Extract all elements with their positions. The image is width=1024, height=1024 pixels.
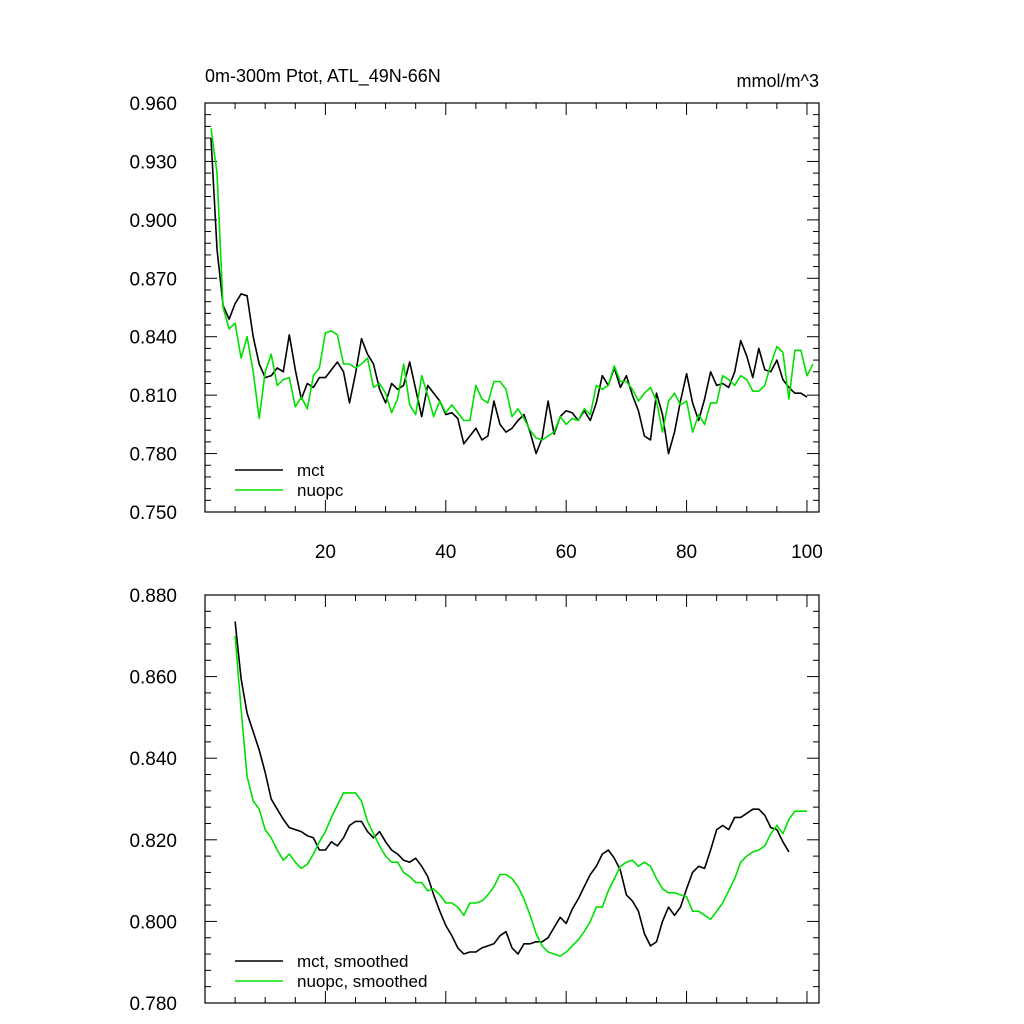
- y-tick-label: 0.800: [129, 912, 177, 933]
- y-tick-label: 0.860: [129, 668, 177, 689]
- legend-label: nuopc: [297, 481, 344, 500]
- plot-frame: [204, 594, 820, 1004]
- y-tick-label: 0.930: [129, 152, 177, 173]
- series-line-mct: [210, 138, 808, 455]
- y-tick-label: 0.870: [129, 269, 177, 290]
- y-tick-label: 0.820: [129, 831, 177, 852]
- y-tick-label: 0.780: [129, 445, 177, 466]
- y-tick-label: 0.900: [129, 211, 177, 232]
- top-chart-panel: 0.750 0.780 0.810 0.840 0.870 0.900 0.930 0.960…: [129, 66, 822, 563]
- x-tick-label: 20: [315, 542, 336, 563]
- x-tick-label: 80: [676, 542, 697, 563]
- x-tick-label: 100: [791, 542, 823, 563]
- y-tick-label: 0.840: [129, 749, 177, 770]
- x-tick-label: 40: [435, 542, 456, 563]
- series-line-mct-smoothed: [234, 621, 790, 955]
- y-tick-label: 0.840: [129, 328, 177, 349]
- chart-title: 0m-300m Ptot, ATL_49N-66N: [205, 66, 441, 87]
- legend-label: mct: [297, 461, 325, 480]
- y-tick-label: 0.810: [129, 386, 177, 407]
- series-line-nuopc-smoothed: [234, 635, 807, 957]
- y-tick-label: 0.880: [129, 586, 177, 607]
- legend-label: nuopc, smoothed: [297, 972, 427, 991]
- series-line-nuopc: [210, 128, 814, 441]
- chart-units-label: mmol/m^3: [737, 71, 819, 91]
- bottom-chart-panel: 0.780 0.800 0.820 0.840 0.860 0.880 mct, smoot…: [129, 586, 820, 1015]
- legend-label: mct, smoothed: [297, 952, 409, 971]
- y-tick-label: 0.750: [129, 503, 177, 524]
- y-tick-label: 0.780: [129, 994, 177, 1015]
- y-tick-label: 0.960: [129, 94, 177, 115]
- plot-frame: [204, 102, 820, 513]
- x-tick-label: 60: [556, 542, 577, 563]
